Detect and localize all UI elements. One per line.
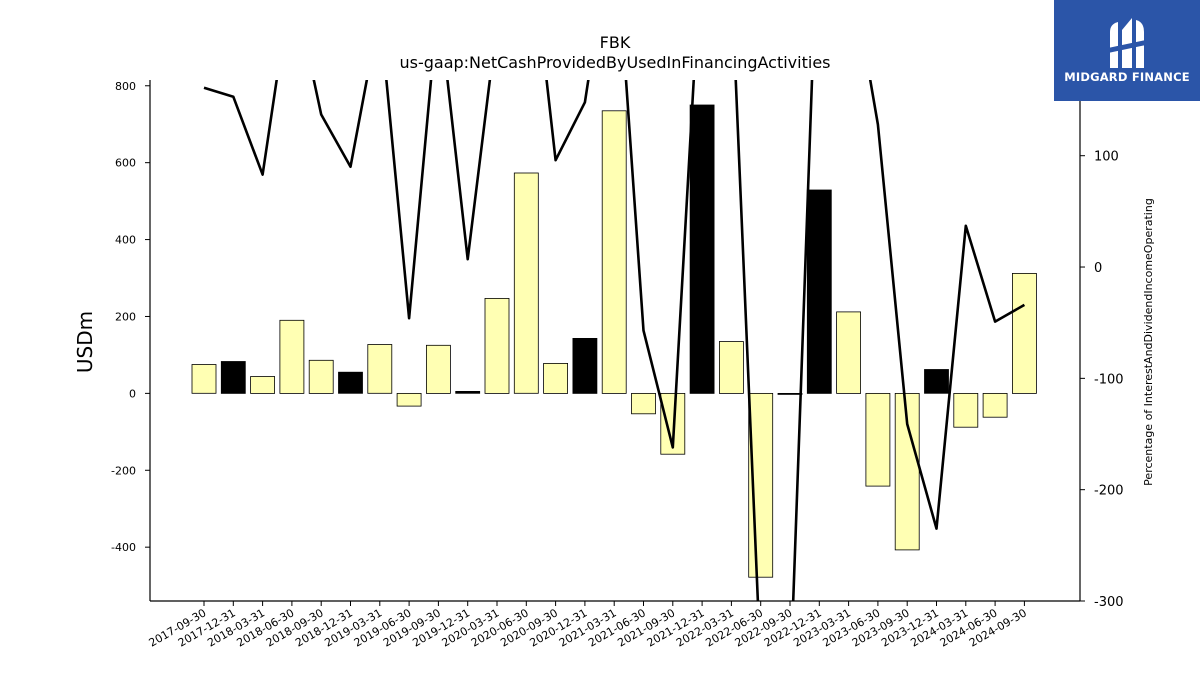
chart-subtitle: us-gaap:NetCashProvidedByUsedInFinancing… bbox=[399, 53, 830, 72]
bar bbox=[396, 392, 422, 407]
bar bbox=[572, 337, 598, 394]
y2-tick-label: 0 bbox=[1094, 261, 1102, 276]
midgard-logo-icon bbox=[1108, 18, 1146, 68]
bar bbox=[777, 392, 803, 395]
y-tick-label: -200 bbox=[111, 464, 136, 477]
y2-tick-label: -200 bbox=[1094, 484, 1124, 499]
y2-axis-label: Percentage of InterestAndDividendIncomeO… bbox=[1142, 198, 1155, 486]
y2-tick-label: 100 bbox=[1094, 150, 1119, 165]
bar bbox=[484, 297, 510, 394]
y-tick-label: 400 bbox=[115, 234, 136, 247]
bar bbox=[601, 110, 627, 394]
line-layer bbox=[203, 80, 1026, 601]
y-tick-label: 600 bbox=[115, 157, 136, 170]
y-tick-label: 0 bbox=[129, 387, 136, 400]
bar bbox=[338, 371, 363, 394]
bar bbox=[425, 344, 451, 394]
bar bbox=[631, 392, 656, 415]
y-tick-label: 800 bbox=[115, 80, 136, 93]
bar bbox=[455, 390, 481, 394]
bar bbox=[220, 361, 246, 394]
bar bbox=[924, 369, 949, 394]
bar bbox=[953, 392, 979, 428]
brand-logo: MIDGARD FINANCE bbox=[1054, 0, 1200, 101]
bar bbox=[279, 319, 305, 394]
bar bbox=[806, 189, 832, 394]
bar bbox=[865, 392, 891, 487]
bar bbox=[191, 364, 217, 394]
bar bbox=[513, 172, 539, 394]
bar bbox=[367, 344, 393, 394]
y-axis-label: USDm bbox=[73, 311, 97, 373]
bar bbox=[543, 362, 568, 394]
y2-tick-label: -100 bbox=[1094, 372, 1124, 387]
bar bbox=[719, 341, 744, 394]
y-tick-label: -400 bbox=[111, 541, 136, 554]
bar bbox=[836, 311, 861, 394]
y-tick-label: 200 bbox=[115, 310, 136, 323]
chart-title: FBK bbox=[600, 33, 631, 52]
bar bbox=[1012, 272, 1037, 394]
bar bbox=[689, 104, 715, 394]
bar bbox=[308, 359, 334, 394]
brand-name: MIDGARD FINANCE bbox=[1064, 70, 1190, 84]
y2-tick-label: -300 bbox=[1094, 595, 1124, 610]
bar bbox=[982, 392, 1008, 418]
bar bbox=[250, 376, 276, 394]
bars-layer bbox=[191, 104, 1037, 578]
series-line bbox=[203, 80, 1026, 601]
